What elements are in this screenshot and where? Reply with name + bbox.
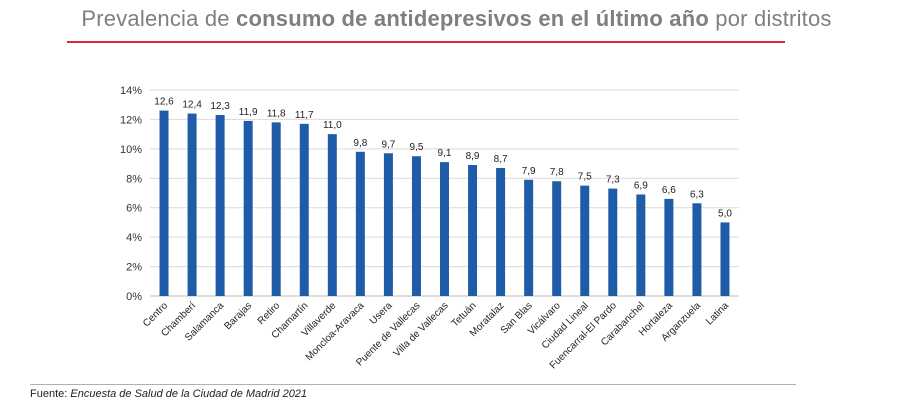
bar-value-label: 12,4 (182, 100, 202, 111)
bar (440, 162, 449, 296)
bar-value-label: 8,7 (494, 154, 508, 165)
bar-chart: 0%2%4%6%8%10%12%14%12,6Centro12,4Chamber… (120, 85, 739, 371)
bar-value-label: 8,9 (466, 151, 480, 162)
y-tick-label: 12% (120, 114, 142, 126)
bar (215, 115, 225, 296)
y-tick-label: 6% (126, 203, 142, 215)
bar (636, 194, 646, 296)
bar-value-label: 9,1 (438, 148, 452, 159)
bar (468, 165, 478, 296)
source-divider (30, 384, 796, 385)
x-tick-label: Barajas (223, 300, 255, 332)
bar-value-label: 9,5 (409, 142, 423, 153)
x-tick-label: Retiro (256, 300, 283, 327)
bar (327, 134, 337, 296)
bar-value-label: 11,8 (267, 108, 286, 119)
bar-value-label: 11,9 (239, 107, 258, 118)
y-tick-label: 4% (126, 232, 142, 244)
bar (524, 179, 534, 296)
bar-value-label: 9,8 (353, 138, 367, 149)
bar (664, 198, 674, 296)
bar-value-label: 7,3 (606, 175, 620, 186)
bar-value-label: 9,7 (381, 139, 395, 150)
bar (299, 123, 309, 296)
bar (496, 167, 506, 296)
bar-value-label: 12,3 (210, 101, 230, 112)
y-tick-label: 8% (126, 173, 142, 185)
bar (187, 113, 197, 297)
y-tick-label: 10% (120, 144, 142, 156)
x-tick-label: Usera (368, 300, 395, 327)
title-underline (67, 41, 785, 43)
bar (243, 120, 253, 297)
bar (580, 185, 590, 296)
bar-value-label: 7,8 (550, 167, 564, 178)
y-tick-label: 14% (120, 85, 142, 97)
bar (720, 222, 730, 296)
bar-value-label: 12,6 (154, 97, 174, 108)
bar-value-label: 11,7 (295, 110, 314, 121)
x-tick-label: Latina (704, 300, 731, 327)
bar (271, 122, 281, 296)
bar-value-label: 5,0 (718, 208, 732, 219)
bar-value-label: 6,3 (690, 189, 704, 200)
bar-value-label: 6,9 (634, 180, 648, 191)
bar (552, 181, 562, 296)
y-tick-label: 2% (126, 262, 142, 274)
bar (608, 188, 618, 296)
bar-value-label: 7,9 (522, 166, 536, 177)
bar (355, 151, 365, 296)
bar-value-label: 6,6 (662, 185, 676, 196)
chart-title: Prevalencia de consumo de antidepresivos… (81, 6, 832, 31)
bar (692, 203, 702, 296)
source-note: Fuente: Encuesta de Salud de la Ciudad d… (30, 388, 308, 400)
bar (159, 110, 169, 296)
y-tick-label: 0% (126, 291, 142, 303)
bar-value-label: 7,5 (578, 172, 592, 183)
bar (411, 156, 421, 296)
bar-value-label: 11,0 (323, 120, 342, 131)
bar (383, 153, 393, 296)
